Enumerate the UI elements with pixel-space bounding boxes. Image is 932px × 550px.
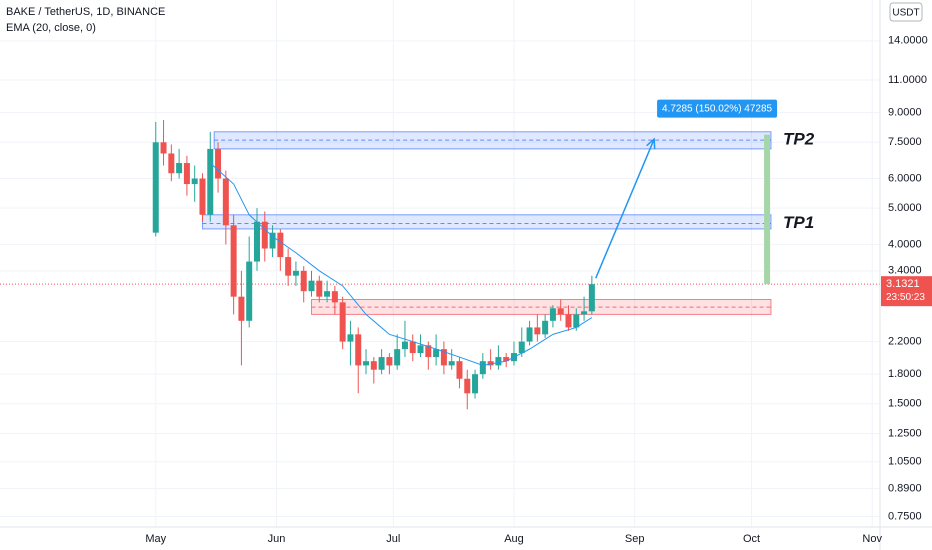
candle-body bbox=[549, 308, 556, 321]
candle-body bbox=[518, 341, 525, 354]
x-tick-label: Nov bbox=[862, 533, 882, 545]
y-tick-label: 4.0000 bbox=[888, 238, 922, 250]
y-tick-label: 0.7500 bbox=[888, 510, 922, 522]
zone-label: TP2 bbox=[783, 130, 815, 149]
candle-body bbox=[176, 163, 183, 174]
candle-body bbox=[253, 221, 260, 262]
candle-body bbox=[456, 361, 463, 379]
candle-body bbox=[542, 320, 549, 335]
measure-bar bbox=[764, 134, 771, 285]
candle-body bbox=[331, 291, 338, 303]
candle-body bbox=[300, 270, 307, 292]
candle-body bbox=[347, 334, 354, 342]
candle-body bbox=[448, 361, 455, 366]
candle-body bbox=[472, 374, 479, 394]
candle-body bbox=[246, 261, 253, 321]
arrow bbox=[595, 137, 656, 279]
candle-body bbox=[386, 357, 393, 366]
candle-body bbox=[526, 327, 533, 342]
currency-box[interactable] bbox=[889, 2, 923, 22]
chart-title: BAKE / TetherUS, 1D, BINANCE bbox=[6, 6, 165, 18]
candle-body bbox=[378, 357, 385, 370]
y-tick-label: 2.2000 bbox=[888, 335, 922, 347]
candle-body bbox=[324, 291, 331, 297]
x-tick-label: Jun bbox=[268, 533, 286, 545]
y-tick-label: 14.0000 bbox=[888, 35, 928, 47]
zone bbox=[201, 214, 772, 230]
candle-body bbox=[285, 257, 292, 276]
y-tick-label: 3.4000 bbox=[888, 265, 922, 277]
zone-label: TP1 bbox=[783, 213, 814, 232]
zone bbox=[311, 299, 772, 315]
indicator-label: EMA (20, close, 0) bbox=[6, 22, 96, 34]
y-tick-label: 6.0000 bbox=[888, 172, 922, 184]
x-tick-label: Oct bbox=[743, 533, 760, 545]
candle-body bbox=[269, 232, 276, 249]
y-tick-label: 0.8900 bbox=[888, 483, 922, 495]
x-tick-label: Aug bbox=[504, 533, 524, 545]
currency: USDT bbox=[892, 8, 919, 19]
candle-body bbox=[199, 178, 206, 215]
countdown-label: 23:50:23 bbox=[886, 292, 925, 303]
candle-body bbox=[215, 148, 222, 179]
last-price-box bbox=[881, 276, 932, 307]
y-tick-label: 5.0000 bbox=[888, 202, 922, 214]
y-tick-label: 9.0000 bbox=[888, 107, 922, 119]
candle-body bbox=[433, 349, 440, 358]
candle-body bbox=[308, 280, 315, 292]
candle-body bbox=[503, 357, 510, 362]
candle-body bbox=[191, 178, 198, 185]
candle-body bbox=[464, 378, 471, 394]
candle-body bbox=[370, 361, 377, 370]
candle-body bbox=[534, 327, 541, 335]
candle-body bbox=[487, 361, 494, 366]
candle-body bbox=[557, 308, 564, 315]
y-tick-label: 1.5000 bbox=[888, 398, 922, 410]
y-tick-label: 11.0000 bbox=[888, 74, 927, 86]
candle-body bbox=[425, 345, 432, 358]
candle-body bbox=[238, 296, 245, 321]
x-tick-label: May bbox=[145, 533, 166, 545]
candle-body bbox=[152, 142, 159, 233]
candle-body bbox=[277, 232, 284, 258]
candle-body bbox=[207, 148, 214, 215]
x-tick-label: Sep bbox=[625, 533, 645, 545]
y-tick-label: 1.0500 bbox=[888, 456, 922, 468]
candle-body bbox=[222, 178, 229, 226]
candle-body bbox=[183, 163, 190, 185]
measure-label-box bbox=[657, 99, 778, 118]
candle-body bbox=[261, 221, 268, 249]
candle-body bbox=[168, 153, 175, 174]
candle-body bbox=[230, 225, 237, 297]
last-price-label: 3.1321 bbox=[886, 278, 920, 290]
y-tick-label: 1.2500 bbox=[888, 427, 922, 439]
candle-body bbox=[292, 270, 299, 276]
candle-body bbox=[479, 361, 486, 375]
candle-body bbox=[401, 341, 408, 350]
candle-body bbox=[417, 345, 424, 354]
candle-body bbox=[581, 311, 588, 315]
measure-label: 4.7285 (150.02%) 47285 bbox=[662, 103, 773, 114]
candle-body bbox=[363, 361, 370, 366]
candle-body bbox=[573, 314, 580, 328]
candle-body bbox=[495, 357, 502, 366]
candle-body bbox=[588, 284, 595, 312]
candle-body bbox=[316, 280, 323, 297]
candle-body bbox=[394, 349, 401, 366]
plot bbox=[0, 0, 880, 527]
candle-body bbox=[565, 314, 572, 328]
candle-body bbox=[440, 349, 447, 366]
y-tick-label: 1.8000 bbox=[888, 368, 922, 380]
candle-body bbox=[355, 334, 362, 366]
candle-body bbox=[160, 142, 167, 154]
zone bbox=[213, 131, 772, 150]
candle-body bbox=[339, 302, 346, 342]
ema-line bbox=[209, 162, 593, 366]
candle-body bbox=[409, 341, 416, 354]
x-tick-label: Jul bbox=[386, 533, 400, 545]
y-tick-label: 7.5000 bbox=[888, 136, 922, 148]
